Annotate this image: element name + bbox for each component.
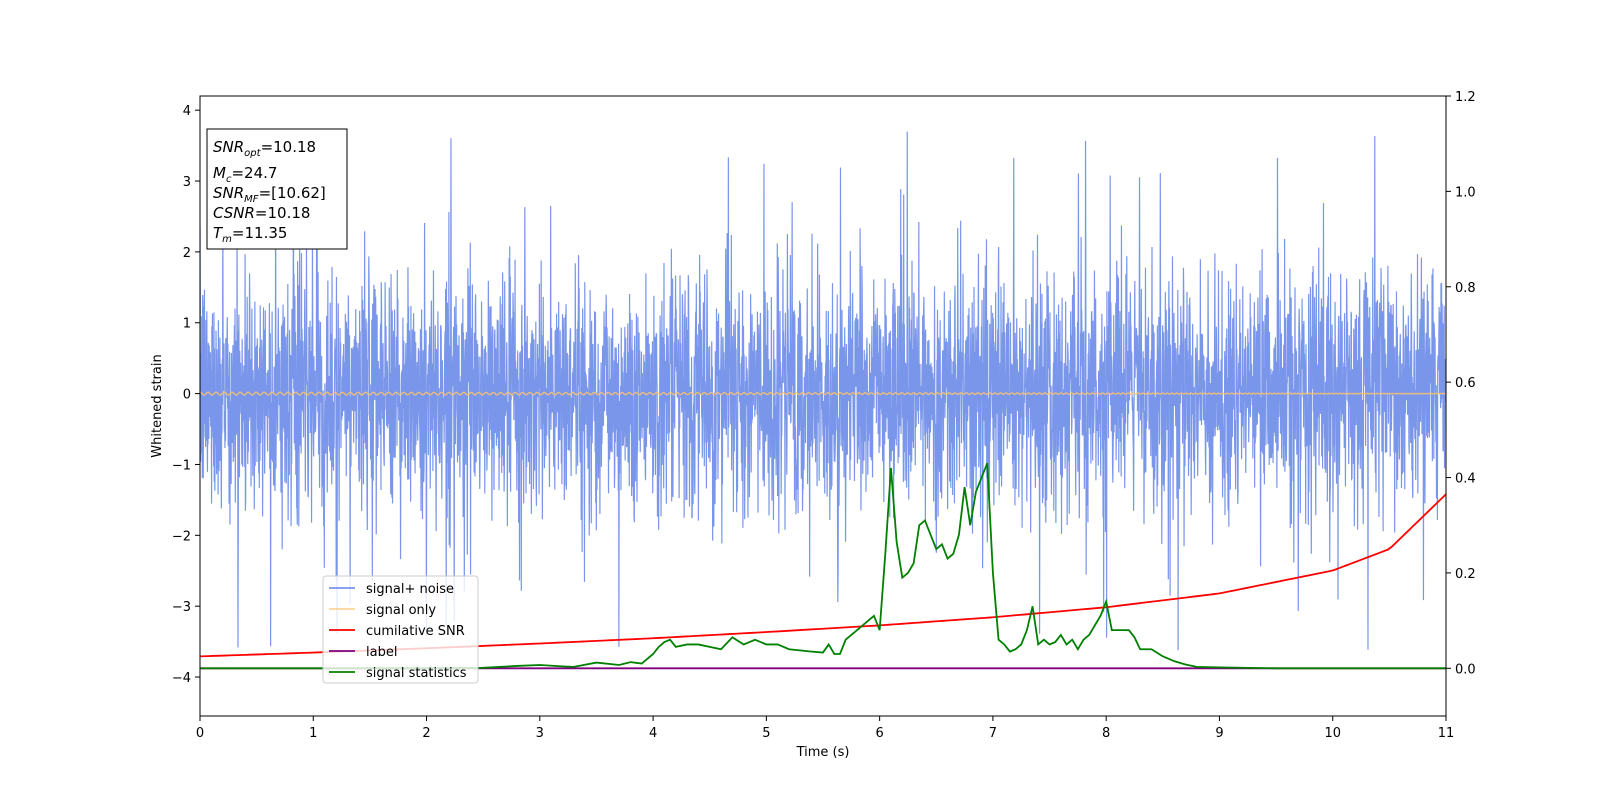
legend-entry-label: cumilative SNR: [366, 624, 465, 639]
axes: 0 1 2 3 4 5 6 7 8 9 10 11 −4 −3 −2 −1 0 1 2 3 4 0.0 0.2 0.4 0.6 0…: [172, 90, 1476, 741]
series-signal-statistics-line: [200, 462, 1446, 670]
y-right-tick-label: 0.8: [1455, 281, 1476, 296]
annotation-line: Mc=24.7: [213, 164, 277, 185]
x-tick-label: 3: [536, 726, 544, 741]
x-tick-label: 0: [196, 726, 204, 741]
x-axis-label: Time (s): [796, 745, 850, 760]
annotation-line: CSNR=10.18: [213, 204, 310, 222]
y-left-tick-label: 2: [183, 246, 191, 261]
series-signal-noise-line: [200, 131, 1446, 651]
y-right-tick-label: 0.6: [1455, 376, 1476, 391]
x-tick-label: 1: [309, 726, 317, 741]
y-left-tick-label: 4: [183, 104, 191, 119]
x-tick-label: 10: [1324, 726, 1341, 741]
series-signal-only-line: [200, 391, 1446, 396]
y-right-tick-label: 1.0: [1455, 185, 1476, 200]
annotation-line: SNRMF=[10.62]: [213, 184, 326, 205]
y-right-tick-label: 1.2: [1455, 90, 1476, 105]
legend-entry-label: signal statistics: [366, 666, 467, 681]
y-left-tick-label: −1: [172, 458, 191, 473]
x-tick-label: 8: [1102, 726, 1110, 741]
annotation-line: Tm=11.35: [213, 224, 287, 245]
y-left-tick-label: 1: [183, 317, 191, 332]
y-axis-label: Whitened strain: [150, 354, 165, 457]
x-tick-label: 5: [762, 726, 770, 741]
legend: signal+ noise signal only cumilative SNR la…: [322, 575, 479, 684]
y-left-tick-label: 3: [183, 175, 191, 190]
y-right-tick-label: 0.2: [1455, 567, 1476, 582]
y-left-tick-label: −4: [172, 671, 191, 686]
annotation-frame: [206, 128, 348, 250]
y-left-tick-label: 0: [183, 388, 191, 403]
annotation-line: SNRopt=10.18: [213, 138, 316, 159]
legend-entry-label: signal+ noise: [366, 582, 454, 597]
y-left-tick-label: −3: [172, 600, 191, 615]
y-right-tick-label: 0.4: [1455, 472, 1476, 487]
x-tick-label: 6: [875, 726, 883, 741]
plot-frame: [199, 95, 1447, 717]
x-tick-label: 4: [649, 726, 657, 741]
stats-annotation-box: SNRopt=10.18 Mc=24.7SNRMF=[10.62]CSNR=10.…: [206, 128, 348, 250]
legend-frame: [322, 575, 479, 684]
y-left-tick-label: −2: [172, 529, 191, 544]
x-tick-label: 11: [1438, 726, 1455, 741]
y-right-tick-label: 0.0: [1455, 662, 1476, 677]
x-tick-label: 9: [1215, 726, 1223, 741]
legend-entry-label: signal only: [366, 603, 436, 618]
x-tick-label: 7: [989, 726, 997, 741]
legend-entry-label: label: [366, 645, 397, 660]
x-tick-label: 2: [422, 726, 430, 741]
